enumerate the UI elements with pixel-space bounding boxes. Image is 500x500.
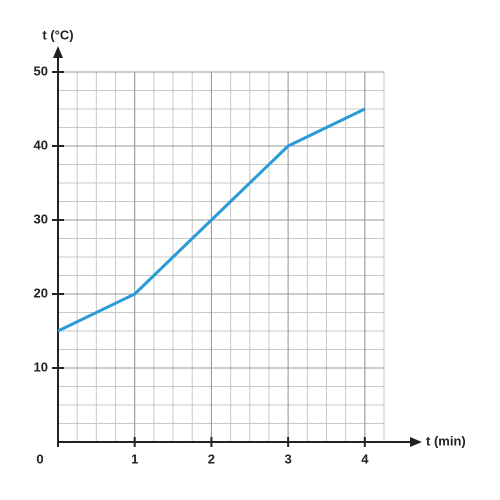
y-tick-label: 10	[34, 359, 48, 374]
x-tick-label: 3	[285, 451, 292, 466]
y-tick-label: 50	[34, 63, 48, 78]
x-tick-label: 2	[208, 451, 215, 466]
y-axis-label: t (°C)	[42, 27, 73, 42]
y-tick-label: 40	[34, 137, 48, 152]
data-line	[57, 107, 366, 333]
x-tick-label: 4	[361, 451, 369, 466]
grid	[57, 71, 385, 443]
x-axis-arrow	[410, 437, 422, 447]
x-tick-label: 1	[131, 451, 138, 466]
x-axis-label: t (min)	[426, 433, 466, 448]
x-tick-label: 0	[36, 451, 43, 466]
y-axis-arrow	[53, 46, 63, 58]
y-tick-label: 20	[34, 285, 48, 300]
y-tick-label: 30	[34, 211, 48, 226]
